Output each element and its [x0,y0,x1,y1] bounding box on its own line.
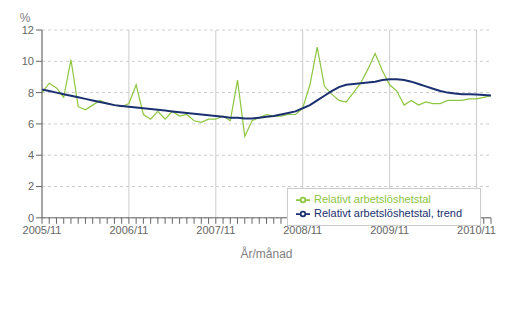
svg-text:2005/11: 2005/11 [23,224,62,236]
svg-text:2: 2 [28,180,34,192]
svg-text:8: 8 [28,87,34,99]
html-text:Relativt arbetslöshetstal, tre: Relativt arbetslöshetstal, trend [314,206,462,219]
svg-text:2008/11: 2008/11 [283,224,322,236]
svg-text:2009/11: 2009/11 [370,224,409,236]
svg-text:0: 0 [28,212,34,224]
svg-text:År/månad: År/månad [240,246,292,261]
svg-text:2006/11: 2006/11 [109,224,148,236]
svg-text:12: 12 [22,24,34,36]
svg-text:2010/11: 2010/11 [457,224,496,236]
svg-text:6: 6 [28,118,34,130]
svg-text:%: % [20,11,31,25]
svg-text:2007/11: 2007/11 [196,224,235,236]
html-text:Relativt arbetslöshetstal: Relativt arbetslöshetstal [314,192,431,205]
svg-text:4: 4 [28,149,34,161]
svg-text:10: 10 [22,55,34,67]
